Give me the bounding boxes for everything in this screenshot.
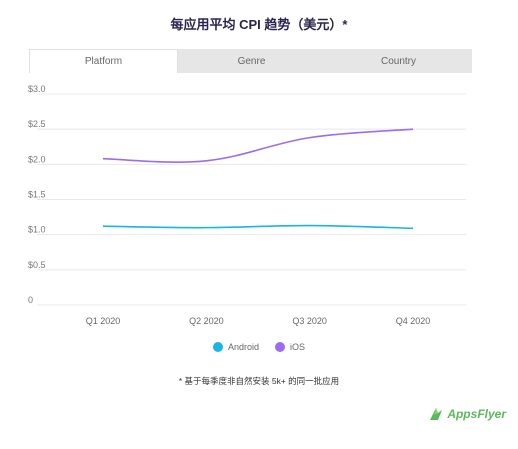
appsflyer-logo-icon [430, 408, 443, 420]
x-tick-label: Q1 2020 [86, 316, 121, 326]
series-line-android[interactable] [102, 224, 414, 230]
logo-text: AppsFlyer [447, 407, 506, 421]
tab-country[interactable]: Country [380, 55, 416, 67]
x-tick-label: Q3 2020 [292, 316, 327, 326]
chart-legend: Android iOS [0, 342, 518, 352]
y-tick-label: $3.0 [28, 84, 46, 94]
footnote: * 基于每季度非自然安装 5k+ 的同一批应用 [178, 376, 340, 386]
y-tick-label: 0 [28, 295, 33, 305]
legend-label-ios: iOS [290, 342, 306, 352]
y-tick-label: $1.0 [28, 225, 46, 235]
legend-label-android: Android [227, 342, 259, 352]
tab-bar: Platform Genre Country [29, 49, 472, 73]
x-tick-label: Q2 2020 [189, 316, 224, 326]
line-chart: $3.0 $2.5 $2.0 $1.5 $1.0 $0.5 0 Q1 2020 Q2 2020 Q… [28, 84, 466, 326]
tab-genre[interactable]: Genre [237, 55, 266, 67]
y-tick-label: $2.0 [28, 154, 46, 164]
legend-dot-ios [275, 342, 285, 352]
x-tick-label: Q4 2020 [396, 316, 431, 326]
tab-platform[interactable]: Platform [29, 49, 178, 73]
y-tick-label: $1.5 [28, 190, 46, 200]
legend-dot-android [212, 342, 223, 352]
legend-item-ios[interactable]: iOS [275, 342, 305, 352]
chart-title: 每应用平均 CPI 趋势（美元）* [170, 17, 348, 32]
y-tick-label: $0.5 [28, 260, 46, 270]
legend-item-android[interactable]: Android [212, 342, 259, 352]
series-line-ios[interactable] [102, 128, 414, 163]
y-tick-label: $2.5 [28, 119, 46, 129]
appsflyer-logo: AppsFlyer [428, 406, 506, 422]
